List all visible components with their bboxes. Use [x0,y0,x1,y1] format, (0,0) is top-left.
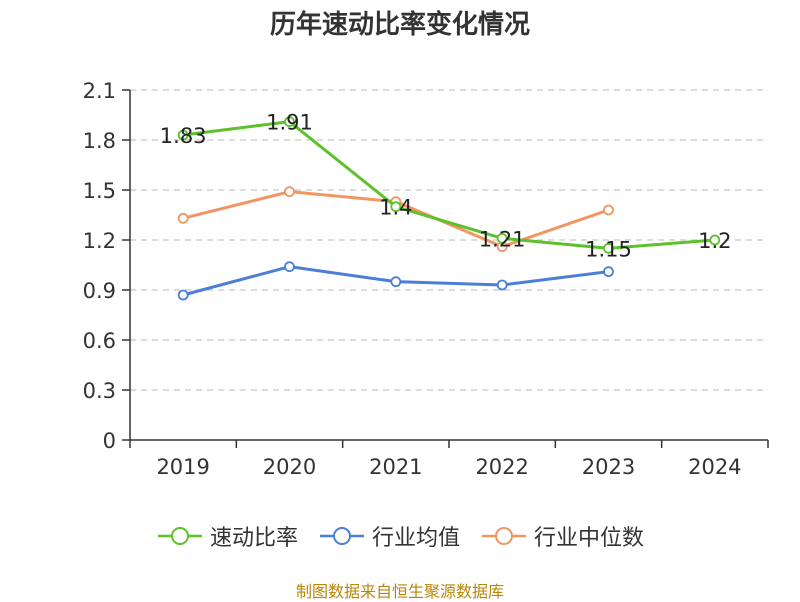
legend-marker-industry-median [482,527,526,545]
x-tick-label: 2019 [156,455,209,479]
data-point-2 [603,204,614,216]
legend-item-industry-mean[interactable]: 行业均值 [318,520,460,552]
data-point-0 [284,116,295,128]
y-tick-label: 0.3 [83,379,116,403]
y-tick-label: 0 [103,429,116,453]
series-line-0 [182,120,715,250]
data-point-0 [709,234,721,246]
legend-marker-industry-mean [319,527,364,545]
data-label: 1.15 [585,237,632,261]
legend-label-industry-median: 行业中位数 [534,526,645,551]
data-point-1 [177,289,189,301]
data-label: 1.83 [160,124,207,148]
legend-item-quick-ratio[interactable]: 速动比率 [156,520,298,552]
x-tick-label: 2024 [688,455,741,479]
x-tick-label: 2021 [369,455,422,479]
y-tick-label: 1.2 [83,229,116,253]
y-tick-label: 0.9 [83,279,116,303]
data-point-2 [177,212,189,224]
legend-label-quick-ratio: 速动比率 [209,526,298,551]
data-point-1 [390,276,402,288]
data-label: 1.91 [266,111,313,135]
x-tick-label: 2022 [475,455,528,479]
data-label: 1.21 [479,227,526,251]
legend-marker-quick-ratio [157,527,202,545]
chart-title: 历年速动比率变化情况 [269,10,530,40]
y-tick-label: 1.8 [83,129,116,153]
data-point-0 [390,201,402,213]
y-tick-label: 2.1 [83,79,116,103]
data-point-0 [603,242,614,254]
data-point-0 [496,232,508,244]
y-tick-label: 0.6 [83,329,116,353]
data-point-2 [284,186,295,198]
data-point-1 [284,261,295,273]
data-point-0 [177,129,189,141]
data-label: 1.4 [379,196,412,220]
data-source-note: 制图数据来自恒生聚源数据库 [295,582,504,601]
legend-item-industry-median[interactable]: 行业中位数 [480,520,644,552]
x-tick-label: 2020 [263,455,316,479]
data-point-1 [496,279,508,291]
legend: 速动比率 行业均值 行业中位数 [0,518,800,554]
data-label: 1.2 [698,229,731,253]
y-tick-label: 1.5 [83,179,116,203]
data-point-1 [603,266,614,278]
legend-label-industry-mean: 行业均值 [371,526,460,551]
x-tick-label: 2023 [582,455,635,479]
